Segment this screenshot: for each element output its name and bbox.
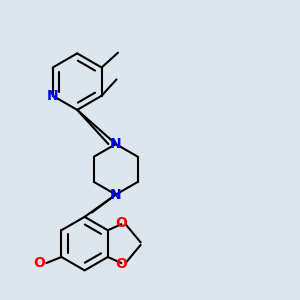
Text: O: O — [115, 216, 127, 230]
Text: N: N — [110, 137, 122, 151]
Text: O: O — [115, 257, 127, 272]
Text: N: N — [47, 89, 58, 103]
Text: N: N — [110, 188, 122, 202]
Text: O: O — [33, 256, 45, 270]
